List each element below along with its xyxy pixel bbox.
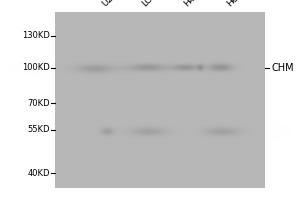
Text: 70KD: 70KD (27, 98, 50, 108)
Text: 40KD: 40KD (28, 168, 50, 178)
Text: 55KD: 55KD (28, 126, 50, 134)
Text: LO2: LO2 (140, 0, 159, 8)
Text: 130KD: 130KD (22, 31, 50, 40)
Text: H460: H460 (182, 0, 205, 8)
Text: 100KD: 100KD (22, 64, 50, 72)
Text: U251: U251 (100, 0, 123, 8)
Text: HeLa: HeLa (225, 0, 248, 8)
Text: CHM: CHM (272, 63, 295, 73)
